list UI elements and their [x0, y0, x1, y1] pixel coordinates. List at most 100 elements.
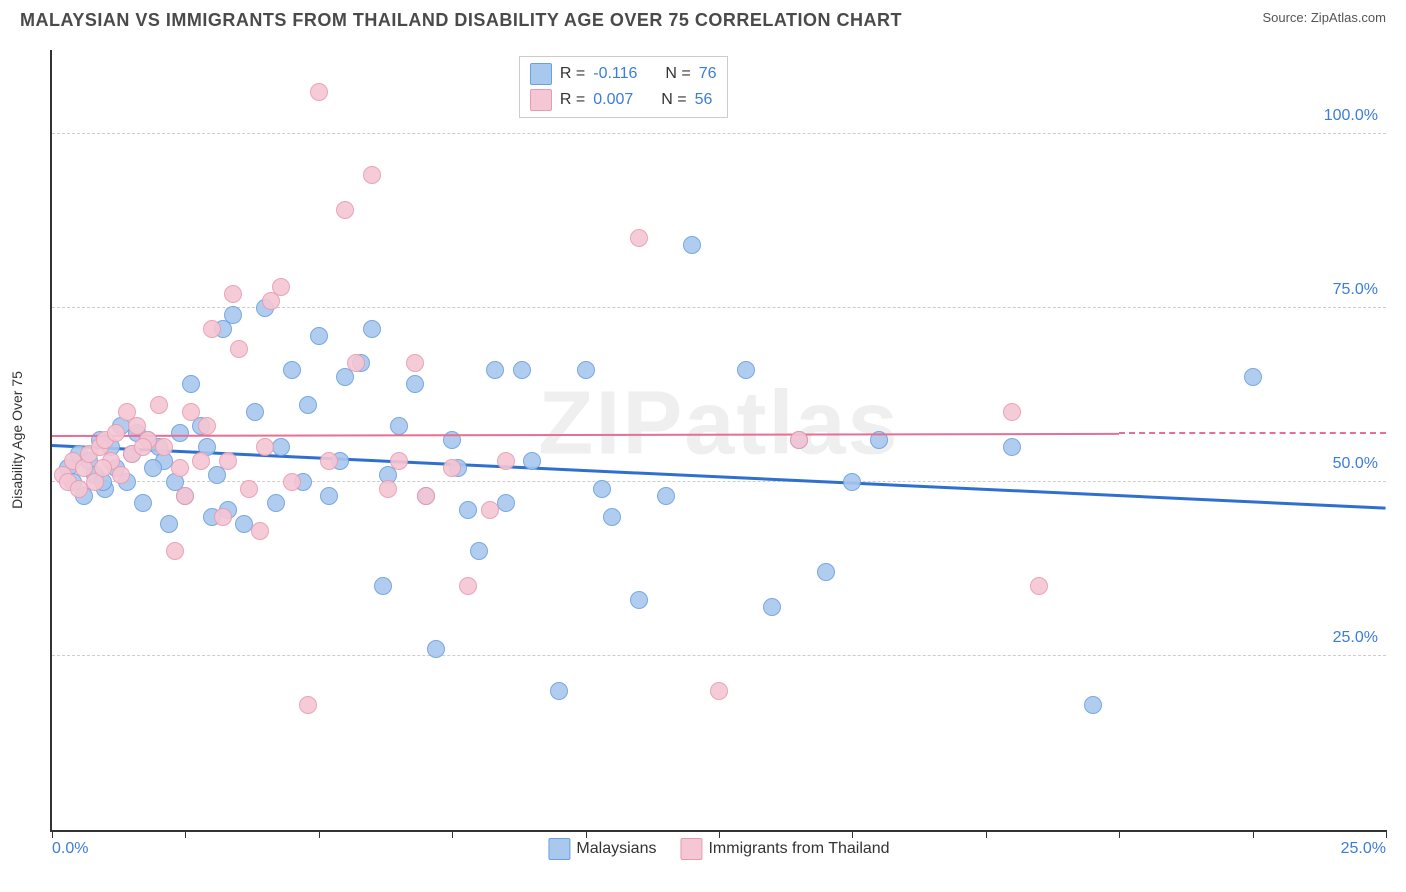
- data-point: [1030, 577, 1048, 595]
- data-point: [171, 424, 189, 442]
- data-point: [513, 361, 531, 379]
- data-point: [737, 361, 755, 379]
- y-tick-label: 50.0%: [1333, 455, 1378, 473]
- data-point: [283, 473, 301, 491]
- trend-line-dashed: [1119, 432, 1386, 434]
- data-point: [320, 452, 338, 470]
- data-point: [155, 438, 173, 456]
- legend-item: Malaysians: [548, 838, 656, 860]
- data-point: [240, 480, 258, 498]
- data-point: [497, 452, 515, 470]
- n-label: N =: [665, 65, 690, 83]
- chart-area: Disability Age Over 75 ZIPatlas R =-0.11…: [50, 50, 1386, 832]
- data-point: [272, 438, 290, 456]
- x-tick: [852, 830, 853, 838]
- data-point: [160, 515, 178, 533]
- n-label: N =: [661, 91, 686, 109]
- data-point: [320, 487, 338, 505]
- data-point: [406, 354, 424, 372]
- r-value: -0.116: [593, 65, 637, 83]
- data-point: [144, 459, 162, 477]
- x-axis-label-min: 0.0%: [52, 840, 88, 858]
- data-point: [134, 494, 152, 512]
- legend-label: Malaysians: [576, 840, 656, 858]
- x-axis-label-max: 25.0%: [1341, 840, 1386, 858]
- data-point: [224, 285, 242, 303]
- x-tick: [185, 830, 186, 838]
- x-tick: [1386, 830, 1387, 838]
- data-point: [379, 480, 397, 498]
- data-point: [459, 577, 477, 595]
- data-point: [246, 403, 264, 421]
- series-swatch: [530, 63, 552, 85]
- chart-title: MALAYSIAN VS IMMIGRANTS FROM THAILAND DI…: [20, 10, 902, 31]
- x-tick: [452, 830, 453, 838]
- data-point: [459, 501, 477, 519]
- data-point: [790, 431, 808, 449]
- legend-swatch: [680, 838, 702, 860]
- data-point: [176, 487, 194, 505]
- data-point: [182, 375, 200, 393]
- data-point: [390, 452, 408, 470]
- gridline: [52, 133, 1386, 134]
- data-point: [347, 354, 365, 372]
- source-prefix: Source:: [1262, 10, 1310, 25]
- data-point: [363, 320, 381, 338]
- data-point: [310, 327, 328, 345]
- data-point: [374, 577, 392, 595]
- r-value: 0.007: [593, 91, 633, 109]
- data-point: [251, 522, 269, 540]
- data-point: [390, 417, 408, 435]
- data-point: [817, 563, 835, 581]
- data-point: [630, 229, 648, 247]
- data-point: [192, 452, 210, 470]
- data-point: [470, 542, 488, 560]
- x-tick: [586, 830, 587, 838]
- data-point: [1244, 368, 1262, 386]
- x-tick: [986, 830, 987, 838]
- data-point: [219, 452, 237, 470]
- data-point: [299, 696, 317, 714]
- data-point: [310, 83, 328, 101]
- r-label: R =: [560, 91, 585, 109]
- n-value: 56: [695, 91, 713, 109]
- data-point: [577, 361, 595, 379]
- data-point: [283, 361, 301, 379]
- data-point: [230, 340, 248, 358]
- x-tick: [319, 830, 320, 838]
- legend-swatch: [548, 838, 570, 860]
- x-tick: [1119, 830, 1120, 838]
- data-point: [481, 501, 499, 519]
- data-point: [182, 403, 200, 421]
- data-point: [683, 236, 701, 254]
- data-point: [630, 591, 648, 609]
- data-point: [94, 459, 112, 477]
- data-point: [363, 166, 381, 184]
- x-tick: [719, 830, 720, 838]
- data-point: [299, 396, 317, 414]
- legend-label: Immigrants from Thailand: [708, 840, 889, 858]
- data-point: [107, 424, 125, 442]
- y-tick-label: 75.0%: [1333, 281, 1378, 299]
- data-point: [198, 417, 216, 435]
- data-point: [267, 494, 285, 512]
- data-point: [523, 452, 541, 470]
- gridline: [52, 307, 1386, 308]
- source-attribution: Source: ZipAtlas.com: [1262, 10, 1386, 25]
- data-point: [1084, 696, 1102, 714]
- data-point: [417, 487, 435, 505]
- data-point: [256, 438, 274, 456]
- stats-box: R =-0.116N =76R =0.007N =56: [519, 56, 728, 118]
- data-point: [657, 487, 675, 505]
- legend-bottom: Malaysians Immigrants from Thailand: [548, 838, 889, 860]
- legend-item: Immigrants from Thailand: [680, 838, 889, 860]
- gridline: [52, 655, 1386, 656]
- data-point: [497, 494, 515, 512]
- data-point: [603, 508, 621, 526]
- r-label: R =: [560, 65, 585, 83]
- data-point: [443, 459, 461, 477]
- header: MALAYSIAN VS IMMIGRANTS FROM THAILAND DI…: [0, 0, 1406, 31]
- data-point: [1003, 438, 1021, 456]
- data-point: [112, 466, 130, 484]
- series-swatch: [530, 89, 552, 111]
